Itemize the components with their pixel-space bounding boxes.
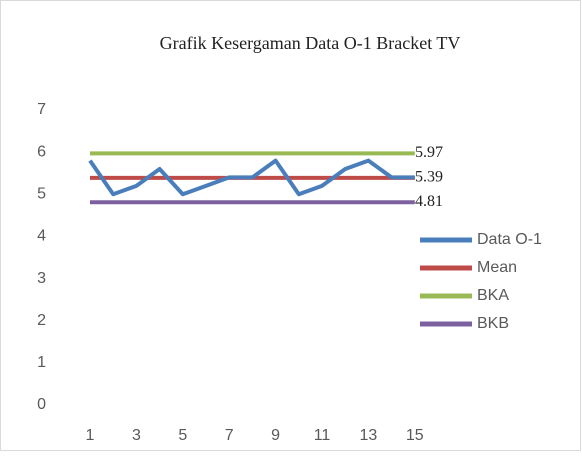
- x-tick-label: 15: [406, 427, 424, 444]
- legend-label: Mean: [477, 259, 517, 276]
- chart-title: Grafik Kesergaman Data O-1 Bracket TV: [160, 33, 461, 53]
- y-tick-label: 6: [37, 143, 46, 160]
- legend-label: Data O-1: [477, 231, 542, 248]
- y-tick-label: 2: [37, 312, 46, 329]
- x-tick-label: 9: [271, 427, 280, 444]
- x-tick-label: 1: [86, 427, 95, 444]
- y-tick-label: 5: [37, 186, 46, 203]
- legend-label: BKA: [477, 287, 509, 304]
- series-line: [88, 158, 415, 197]
- data-label: 5.97: [415, 144, 443, 161]
- x-tick-label: 7: [225, 427, 234, 444]
- x-tick-label: 5: [178, 427, 187, 444]
- data-label: 5.39: [415, 169, 443, 186]
- y-tick-label: 4: [37, 228, 46, 245]
- y-tick-label: 7: [37, 101, 46, 118]
- x-tick-label: 11: [314, 427, 331, 444]
- y-tick-label: 1: [37, 354, 46, 371]
- y-tick-label: 3: [37, 270, 46, 287]
- legend-label: BKB: [477, 315, 509, 332]
- data-label: 4.81: [415, 193, 443, 210]
- x-tick-label: 3: [132, 427, 141, 444]
- y-tick-label: 0: [37, 396, 46, 413]
- x-tick-label: 13: [360, 427, 378, 444]
